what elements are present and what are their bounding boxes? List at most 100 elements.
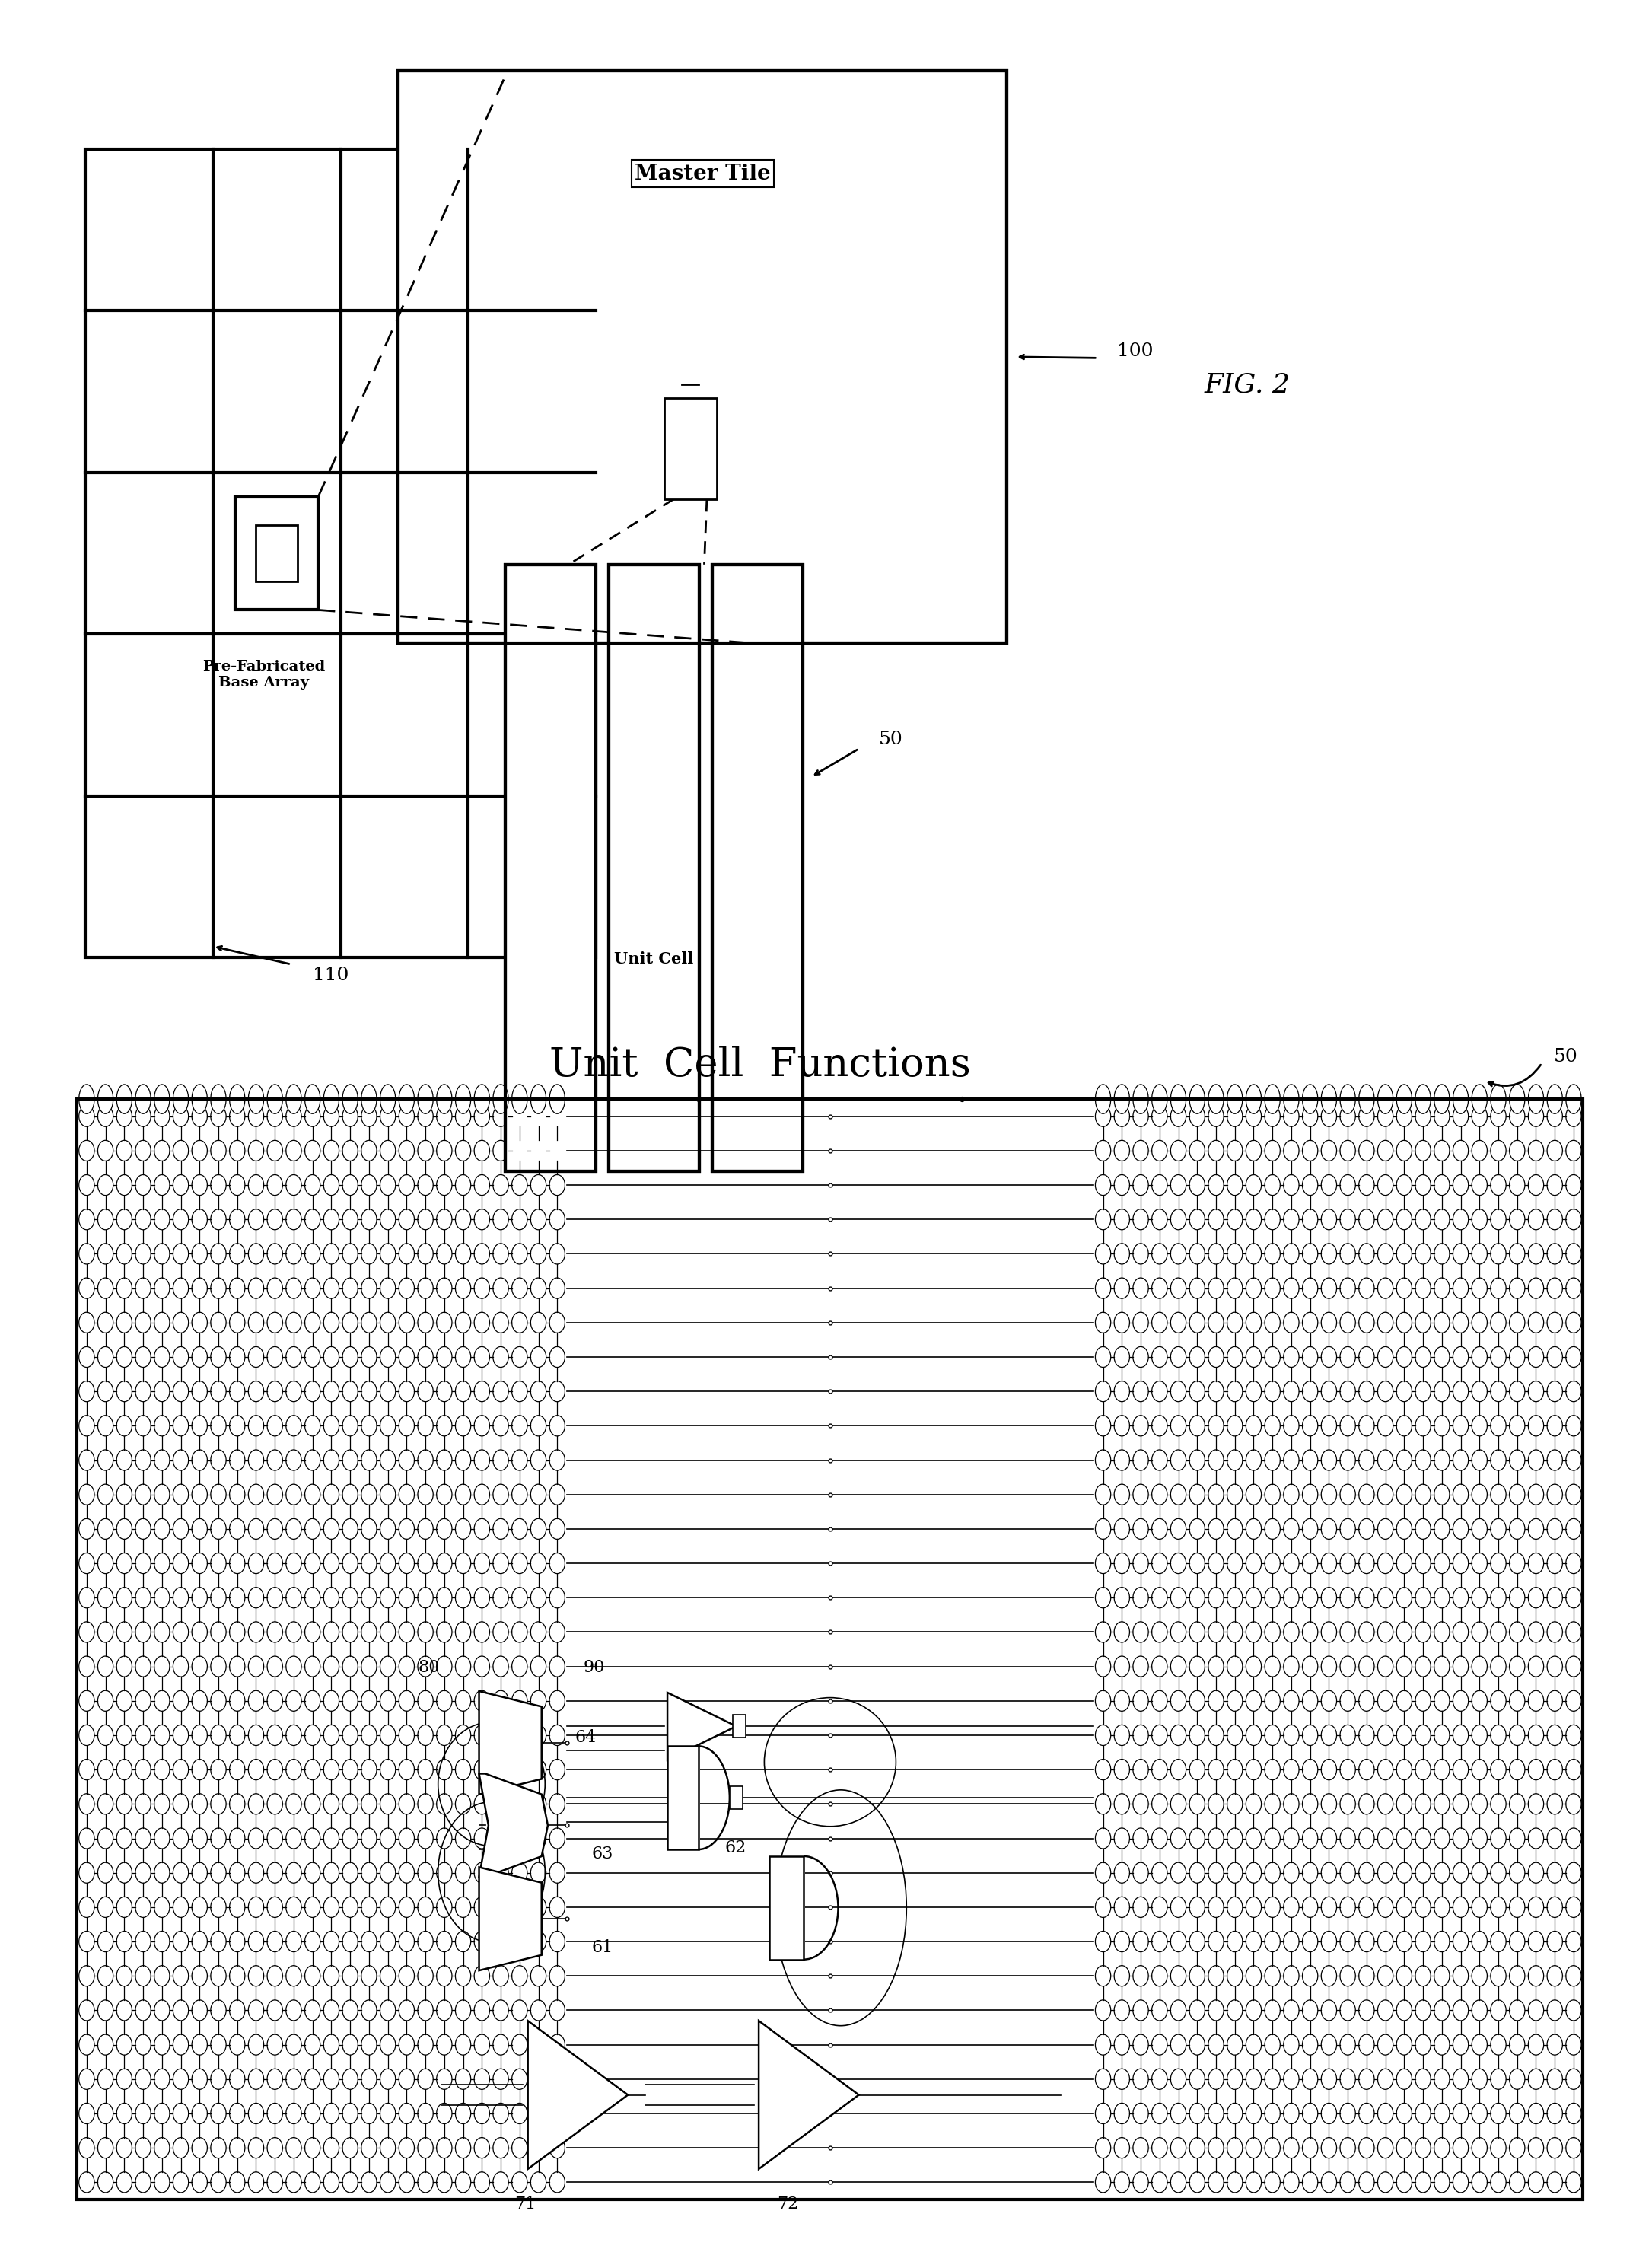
Ellipse shape xyxy=(1113,1450,1130,1471)
Ellipse shape xyxy=(362,1450,377,1471)
Ellipse shape xyxy=(1378,1966,1393,1986)
Ellipse shape xyxy=(135,1450,150,1471)
Ellipse shape xyxy=(362,1313,377,1333)
Ellipse shape xyxy=(530,2070,547,2090)
Ellipse shape xyxy=(1095,1655,1110,1678)
Ellipse shape xyxy=(1113,1621,1130,1642)
Ellipse shape xyxy=(362,1176,377,1196)
Ellipse shape xyxy=(248,1085,264,1115)
Ellipse shape xyxy=(97,2000,114,2020)
Ellipse shape xyxy=(135,1484,150,1504)
Ellipse shape xyxy=(436,1484,453,1504)
Ellipse shape xyxy=(512,1085,527,1115)
Ellipse shape xyxy=(1510,1655,1525,1678)
Ellipse shape xyxy=(1378,1793,1393,1815)
Ellipse shape xyxy=(1454,1759,1469,1779)
Ellipse shape xyxy=(1378,1176,1393,1196)
Ellipse shape xyxy=(530,2034,547,2056)
Ellipse shape xyxy=(550,1417,565,1437)
Ellipse shape xyxy=(1566,1725,1581,1745)
Ellipse shape xyxy=(324,2034,339,2056)
Ellipse shape xyxy=(1434,2070,1449,2090)
Ellipse shape xyxy=(436,1621,453,1642)
Ellipse shape xyxy=(154,1932,170,1952)
Ellipse shape xyxy=(1095,1896,1110,1916)
Ellipse shape xyxy=(492,1484,509,1504)
Ellipse shape xyxy=(456,2103,471,2124)
Ellipse shape xyxy=(1360,2103,1374,2124)
Polygon shape xyxy=(667,1694,737,1761)
Ellipse shape xyxy=(492,2171,509,2193)
Ellipse shape xyxy=(1490,1621,1507,1642)
Ellipse shape xyxy=(97,1932,114,1952)
Ellipse shape xyxy=(268,1862,282,1883)
Ellipse shape xyxy=(342,1277,358,1299)
Polygon shape xyxy=(529,2020,628,2169)
Ellipse shape xyxy=(248,1347,264,1367)
Ellipse shape xyxy=(173,2000,188,2020)
Ellipse shape xyxy=(1133,1621,1148,1642)
Ellipse shape xyxy=(1133,2070,1148,2090)
Ellipse shape xyxy=(1566,2103,1581,2124)
Ellipse shape xyxy=(1472,1450,1487,1471)
Ellipse shape xyxy=(97,1554,114,1574)
Ellipse shape xyxy=(211,1085,226,1115)
Ellipse shape xyxy=(512,1209,527,1230)
Ellipse shape xyxy=(117,1829,132,1849)
Ellipse shape xyxy=(304,1313,320,1333)
Ellipse shape xyxy=(1265,2000,1280,2020)
Ellipse shape xyxy=(1434,1450,1449,1471)
Ellipse shape xyxy=(324,1277,339,1299)
Ellipse shape xyxy=(211,1725,226,1745)
Ellipse shape xyxy=(173,1140,188,1162)
Ellipse shape xyxy=(1302,1829,1318,1849)
Ellipse shape xyxy=(530,2137,547,2157)
Ellipse shape xyxy=(211,1554,226,1574)
Ellipse shape xyxy=(512,2000,527,2020)
Ellipse shape xyxy=(362,1243,377,1263)
Ellipse shape xyxy=(1133,1862,1148,1883)
Ellipse shape xyxy=(1546,1209,1563,1230)
Ellipse shape xyxy=(1302,1655,1318,1678)
Ellipse shape xyxy=(1133,2103,1148,2124)
Ellipse shape xyxy=(1340,1347,1355,1367)
Ellipse shape xyxy=(286,1277,301,1299)
Ellipse shape xyxy=(512,1518,527,1538)
Ellipse shape xyxy=(268,1243,282,1263)
Ellipse shape xyxy=(1151,1829,1168,1849)
Ellipse shape xyxy=(1302,1106,1318,1126)
Ellipse shape xyxy=(492,1209,509,1230)
Ellipse shape xyxy=(248,1759,264,1779)
Ellipse shape xyxy=(1113,1140,1130,1162)
Ellipse shape xyxy=(268,1140,282,1162)
Ellipse shape xyxy=(1189,1932,1204,1952)
Ellipse shape xyxy=(1133,1896,1148,1916)
Ellipse shape xyxy=(1171,1691,1186,1712)
Ellipse shape xyxy=(474,2103,489,2124)
Ellipse shape xyxy=(1227,1347,1242,1367)
Ellipse shape xyxy=(324,1896,339,1916)
Ellipse shape xyxy=(173,1277,188,1299)
Ellipse shape xyxy=(1189,1896,1204,1916)
Ellipse shape xyxy=(1490,1829,1507,1849)
Ellipse shape xyxy=(436,1691,453,1712)
Ellipse shape xyxy=(530,1209,547,1230)
Ellipse shape xyxy=(154,1209,170,1230)
Bar xyxy=(398,70,1008,644)
Ellipse shape xyxy=(398,1862,415,1883)
Ellipse shape xyxy=(1284,2070,1298,2090)
Ellipse shape xyxy=(304,1176,320,1196)
Ellipse shape xyxy=(1284,1759,1298,1779)
Ellipse shape xyxy=(1095,1793,1110,1815)
Ellipse shape xyxy=(492,1655,509,1678)
Ellipse shape xyxy=(1396,1313,1412,1333)
Ellipse shape xyxy=(1189,2171,1204,2193)
Ellipse shape xyxy=(530,1313,547,1333)
Ellipse shape xyxy=(380,1209,395,1230)
Ellipse shape xyxy=(324,1140,339,1162)
Ellipse shape xyxy=(1189,1085,1204,1115)
Ellipse shape xyxy=(1095,1450,1110,1471)
Ellipse shape xyxy=(154,1621,170,1642)
Ellipse shape xyxy=(1246,1691,1262,1712)
Ellipse shape xyxy=(1434,1966,1449,1986)
